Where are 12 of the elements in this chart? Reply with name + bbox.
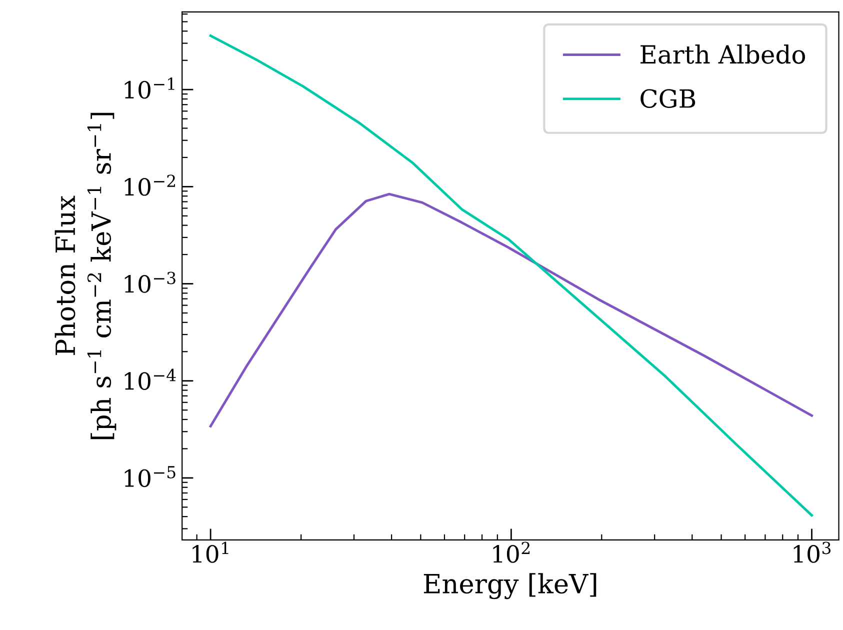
x-tick-label: 10$^{1}$ xyxy=(192,542,228,563)
text: Photon Flux [ph s$^{−1}$ cm$^{−2}$ keV$^{−1}$ sr$^{−1}$] xyxy=(54,112,116,440)
y-tick-label: 10$^{−2}$ xyxy=(124,174,175,196)
legend-label: CGB xyxy=(640,89,696,108)
x-tick-label: 10$^{2}$ xyxy=(493,542,530,563)
y-tick-label: 10$^{−4}$ xyxy=(124,368,176,390)
y-tick-label: 10$^{−5}$ xyxy=(124,466,176,488)
y-tick-label: 10$^{−3}$ xyxy=(124,272,176,293)
legend-label: Earth Albedo xyxy=(640,44,806,64)
x-tick-label: 10$^{3}$ xyxy=(794,542,831,563)
x-axis-title: Energy [keV] xyxy=(424,573,596,600)
y-tick-label: 10$^{−1}$ xyxy=(124,78,174,99)
